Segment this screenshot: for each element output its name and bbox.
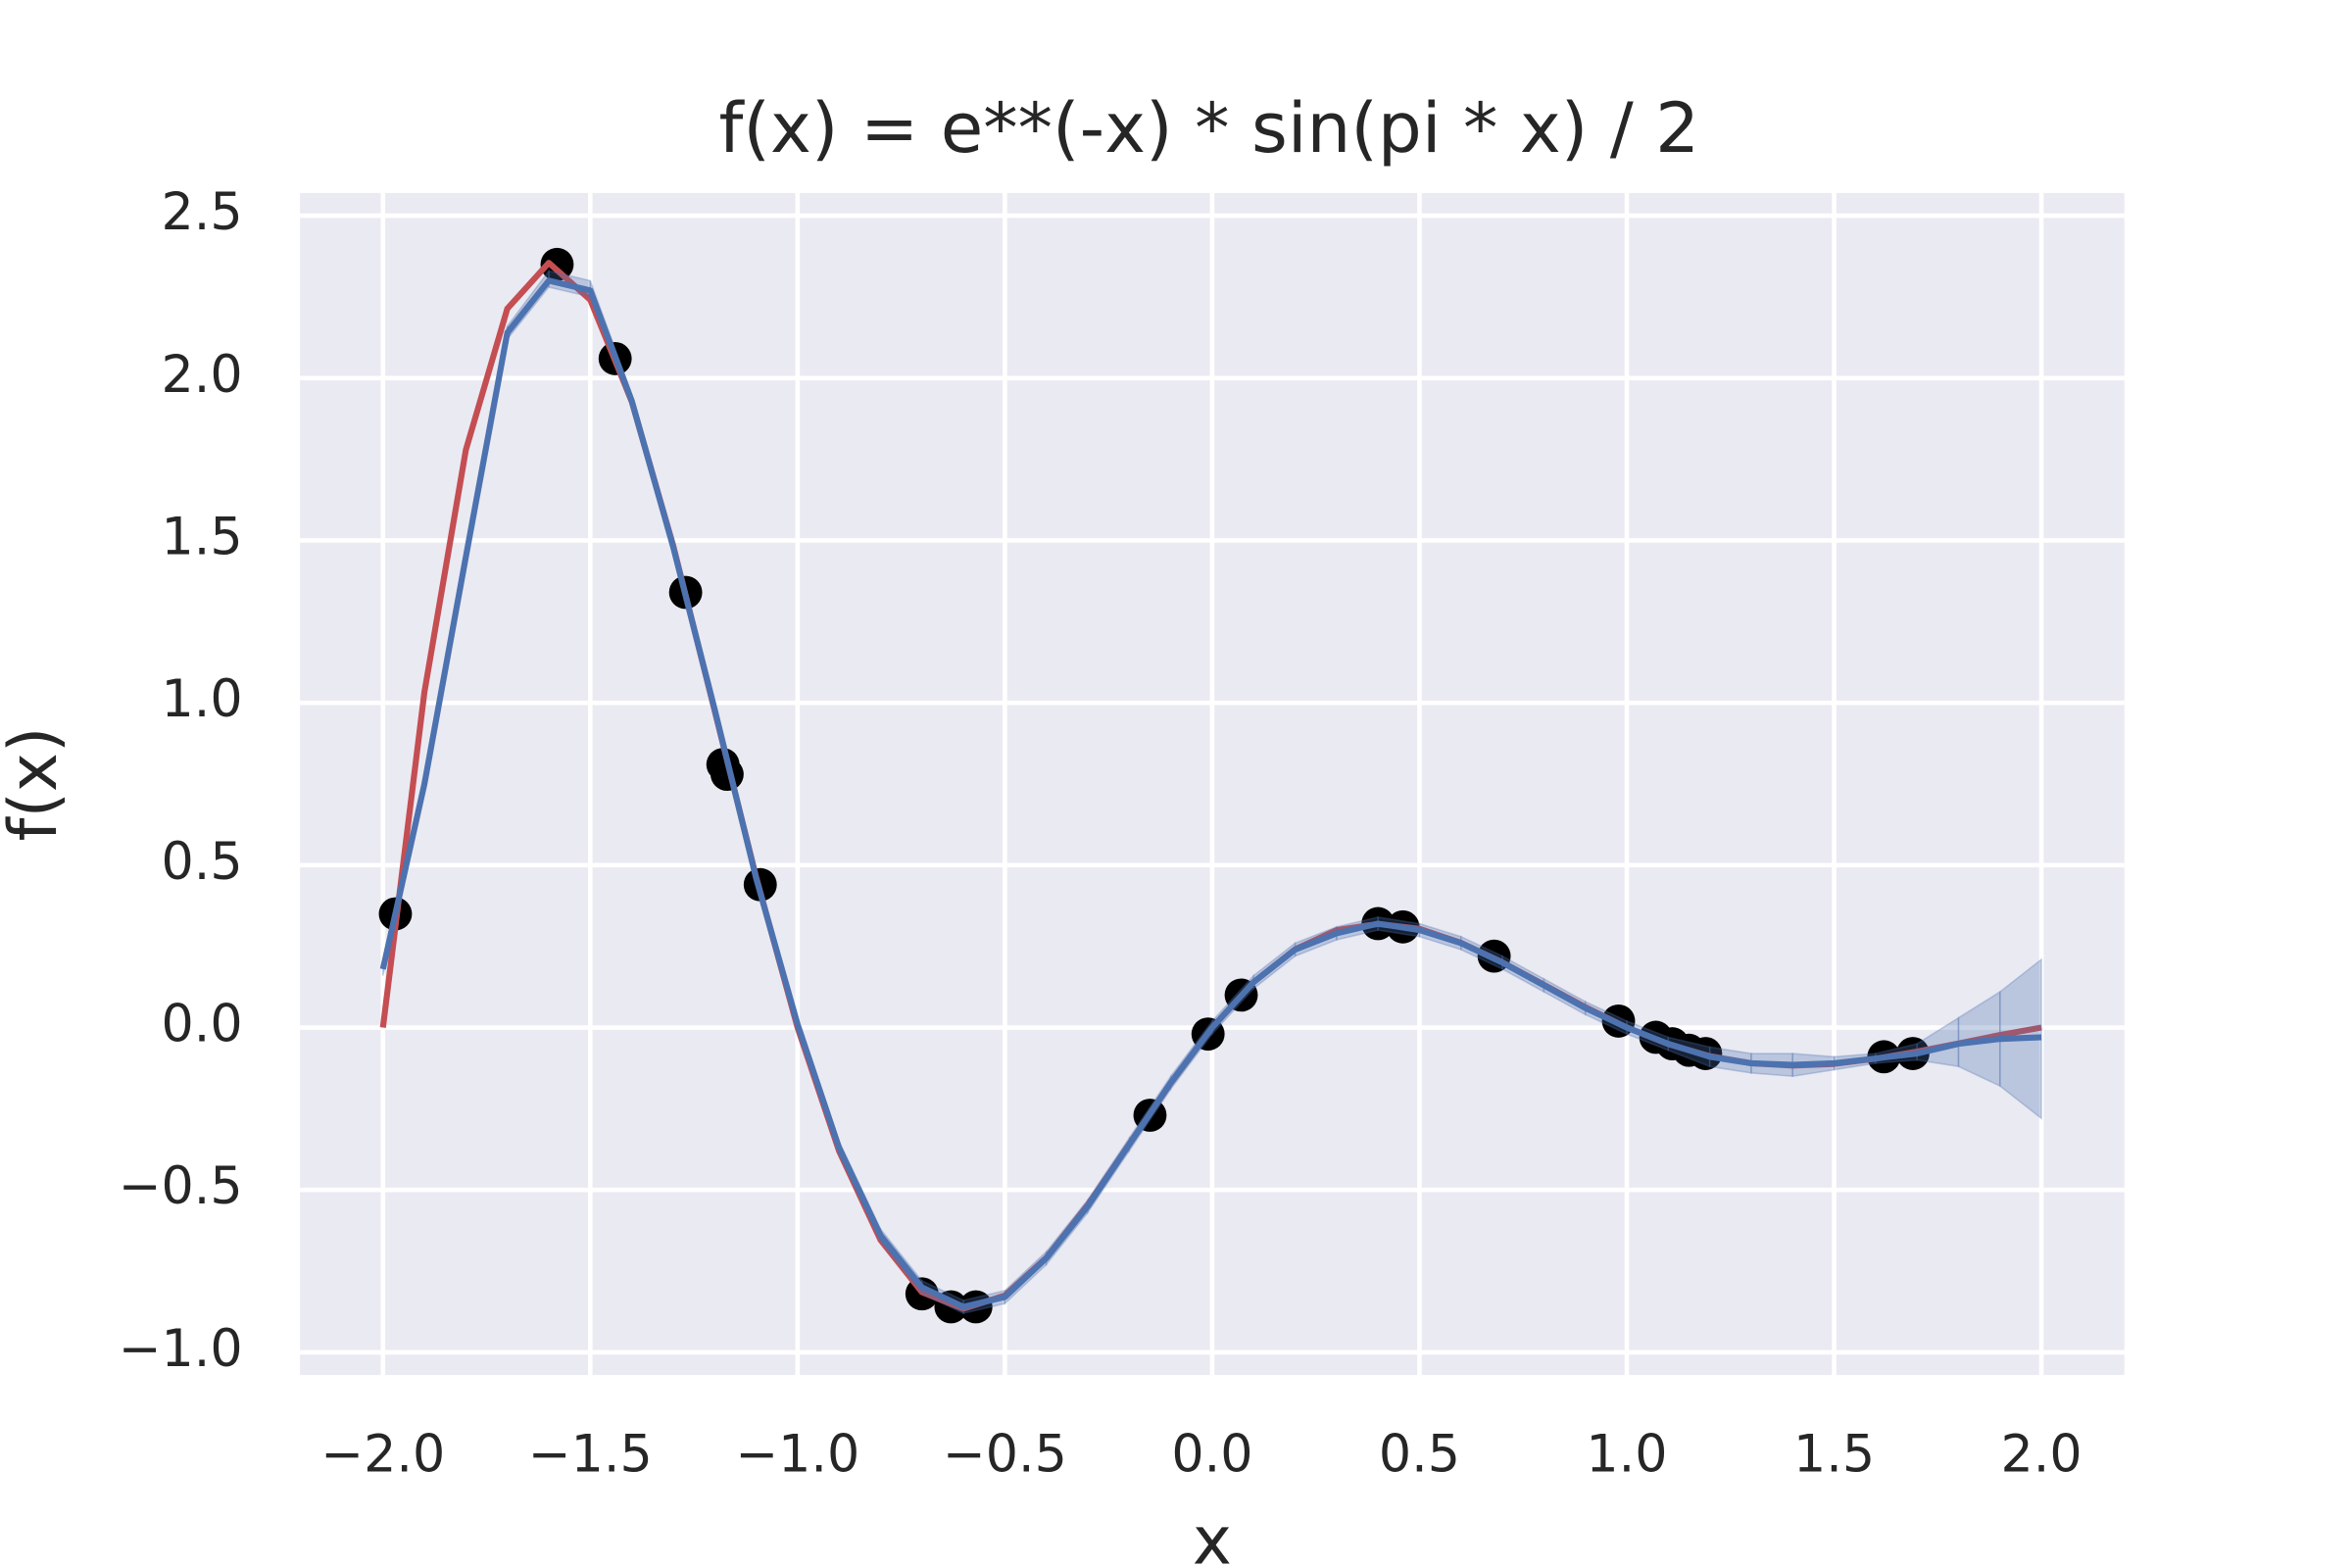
x-axis-label: x xyxy=(1193,1501,1232,1568)
y-axis-label: f(x) xyxy=(0,727,72,842)
grid xyxy=(300,192,2125,1376)
y-tick-label: −0.5 xyxy=(119,1156,243,1216)
x-tick-label: 0.0 xyxy=(1171,1425,1252,1485)
x-tick-label: −0.5 xyxy=(943,1425,1067,1485)
data-point xyxy=(540,247,574,281)
chart-title: f(x) = e**(-x) * sin(pi * x) / 2 xyxy=(719,87,1700,169)
y-tick-label: 0.0 xyxy=(162,995,243,1054)
x-tick-label: 1.0 xyxy=(1586,1425,1667,1485)
line xyxy=(379,277,2042,1310)
y-tick-label: 1.0 xyxy=(162,669,243,729)
y-tick-label: 1.5 xyxy=(162,507,243,566)
y-tick-label: 2.0 xyxy=(162,345,243,405)
y-tick-label: 0.5 xyxy=(162,832,243,892)
x-tick-label: 0.5 xyxy=(1379,1425,1460,1485)
y-tick-label: 2.5 xyxy=(162,182,243,242)
marks xyxy=(378,247,2042,1324)
x-tick-label: 1.5 xyxy=(1793,1425,1875,1485)
x-tick-label: −1.0 xyxy=(735,1425,859,1485)
x-tick-label: 2.0 xyxy=(2000,1425,2082,1485)
y-tick-label: −1.0 xyxy=(119,1319,243,1379)
x-tick-label: −1.5 xyxy=(528,1425,653,1485)
x-tick-label: −2.0 xyxy=(320,1425,445,1485)
